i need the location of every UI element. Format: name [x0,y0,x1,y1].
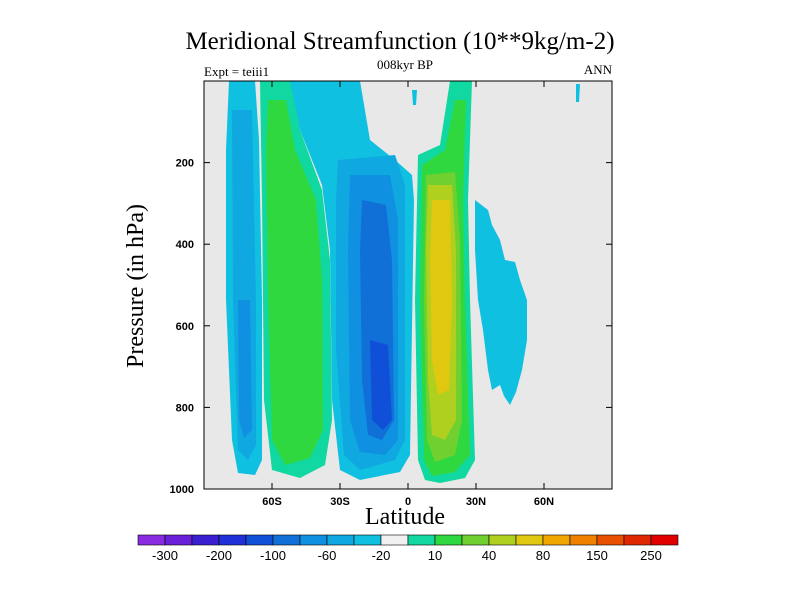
contour-region [238,300,252,438]
time-label: 008kyr BP [377,57,433,72]
season-label: ANN [583,62,612,77]
colorbar-swatch [569,534,598,546]
contour-region [266,100,323,465]
colorbar-swatch [596,534,625,546]
colorbar-label: 250 [640,548,662,563]
x-tick-label: 30S [330,496,350,508]
x-axis-ticks: 60S 30S 0 30N 60N [262,81,554,508]
colorbar-swatch [353,534,382,546]
y-tick-label: 400 [176,239,194,251]
colorbar-label: 150 [586,548,608,563]
colorbar-label: -200 [206,548,232,563]
contour-region [475,200,527,405]
contour-region [576,84,580,102]
colorbar [137,534,679,546]
x-axis-label: Latitude [365,504,445,530]
colorbar-swatch [137,534,166,546]
colorbar-swatch [191,534,220,546]
y-tick-label: 1000 [170,484,194,496]
x-tick-label: 60N [534,496,554,508]
x-tick-label: 60S [262,496,282,508]
y-tick-label: 200 [176,158,194,170]
colorbar-label: -300 [152,548,178,563]
x-tick-label: 0 [405,496,411,508]
colorbar-swatch [434,534,463,546]
colorbar-swatch [218,534,247,546]
contour-region [370,340,392,430]
contour-region [412,90,417,105]
colorbar-label: -100 [260,548,286,563]
colorbar-label: 80 [536,548,550,563]
colorbar-swatch [380,534,409,546]
chart-title: Meridional Streamfunction (10**9kg/m-2) [185,28,615,55]
colorbar-swatch [461,534,490,546]
y-axis-label: Pressure (in hPa) [123,204,149,368]
colorbar-label: 10 [428,548,442,563]
x-tick-label: 30N [466,496,486,508]
colorbar-swatch [407,534,436,546]
contour-fill [226,81,580,483]
colorbar-swatch [488,534,517,546]
y-tick-label: 600 [176,321,194,333]
y-axis-ticks: 200 400 600 800 1000 [170,158,612,496]
colorbar-swatch [164,534,193,546]
contour-region [430,200,452,395]
colorbar-labels: -300 -200 -100 -60 -20 10 40 80 150 250 [152,548,662,563]
colorbar-swatch [650,534,679,546]
colorbar-swatch [326,534,355,546]
colorbar-swatch [245,534,274,546]
colorbar-label: -20 [372,548,391,563]
colorbar-label: -60 [318,548,337,563]
colorbar-swatch [299,534,328,546]
experiment-label: Expt = teiii1 [204,64,270,79]
y-tick-label: 800 [176,402,194,414]
colorbar-swatch [623,534,652,546]
colorbar-swatch [515,534,544,546]
colorbar-label: 40 [482,548,496,563]
colorbar-swatch [542,534,571,546]
colorbar-swatch [272,534,301,546]
